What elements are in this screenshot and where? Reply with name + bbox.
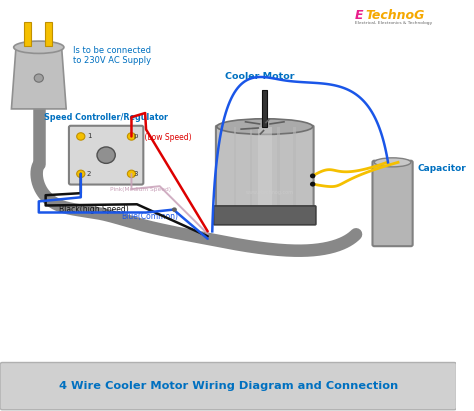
FancyBboxPatch shape: [216, 126, 314, 208]
Text: Red(Low Speed): Red(Low Speed): [130, 133, 191, 142]
Bar: [258, 127, 272, 207]
Text: Electrical, Electronics & Technology: Electrical, Electronics & Technology: [355, 21, 432, 25]
Text: Blue(Common): Blue(Common): [121, 212, 178, 221]
Bar: [24, 22, 31, 46]
Circle shape: [34, 74, 43, 82]
Circle shape: [77, 170, 85, 178]
Text: Yellow: Yellow: [288, 185, 312, 194]
Bar: [234, 127, 236, 207]
Text: 2: 2: [87, 171, 91, 177]
Text: Speed Controller/Regulator: Speed Controller/Regulator: [44, 113, 168, 122]
Circle shape: [128, 170, 136, 178]
Bar: [250, 127, 252, 207]
Text: Capacitor: Capacitor: [418, 164, 466, 173]
Text: Black(high Speed): Black(high Speed): [59, 205, 129, 214]
Circle shape: [77, 133, 85, 140]
FancyBboxPatch shape: [214, 206, 316, 225]
Circle shape: [310, 182, 315, 187]
Ellipse shape: [374, 158, 411, 167]
FancyBboxPatch shape: [69, 126, 143, 185]
Text: www.etechnog.com: www.etechnog.com: [246, 190, 293, 195]
Ellipse shape: [14, 41, 64, 53]
Text: 3: 3: [134, 171, 138, 177]
Bar: [277, 127, 280, 207]
Polygon shape: [11, 47, 66, 109]
Circle shape: [128, 133, 136, 140]
Ellipse shape: [217, 119, 313, 134]
Circle shape: [97, 147, 115, 164]
Circle shape: [172, 207, 177, 212]
Text: E: E: [355, 9, 364, 22]
Text: p: p: [134, 134, 138, 139]
FancyBboxPatch shape: [373, 161, 413, 246]
FancyBboxPatch shape: [0, 363, 456, 410]
Bar: [45, 22, 52, 46]
Circle shape: [310, 173, 315, 178]
Text: Cooler Motor: Cooler Motor: [226, 72, 295, 81]
Text: TechnoG: TechnoG: [365, 9, 425, 22]
Text: 4 Wire Cooler Motor Wiring Diagram and Connection: 4 Wire Cooler Motor Wiring Diagram and C…: [59, 381, 398, 390]
Bar: [293, 127, 296, 207]
Text: Is to be connected
to 230V AC Supply: Is to be connected to 230V AC Supply: [73, 46, 151, 65]
Text: 1: 1: [87, 134, 91, 139]
Bar: [262, 90, 267, 127]
Text: Pink(Medium Speed): Pink(Medium Speed): [109, 187, 171, 192]
Text: Yellow: Yellow: [288, 164, 312, 173]
